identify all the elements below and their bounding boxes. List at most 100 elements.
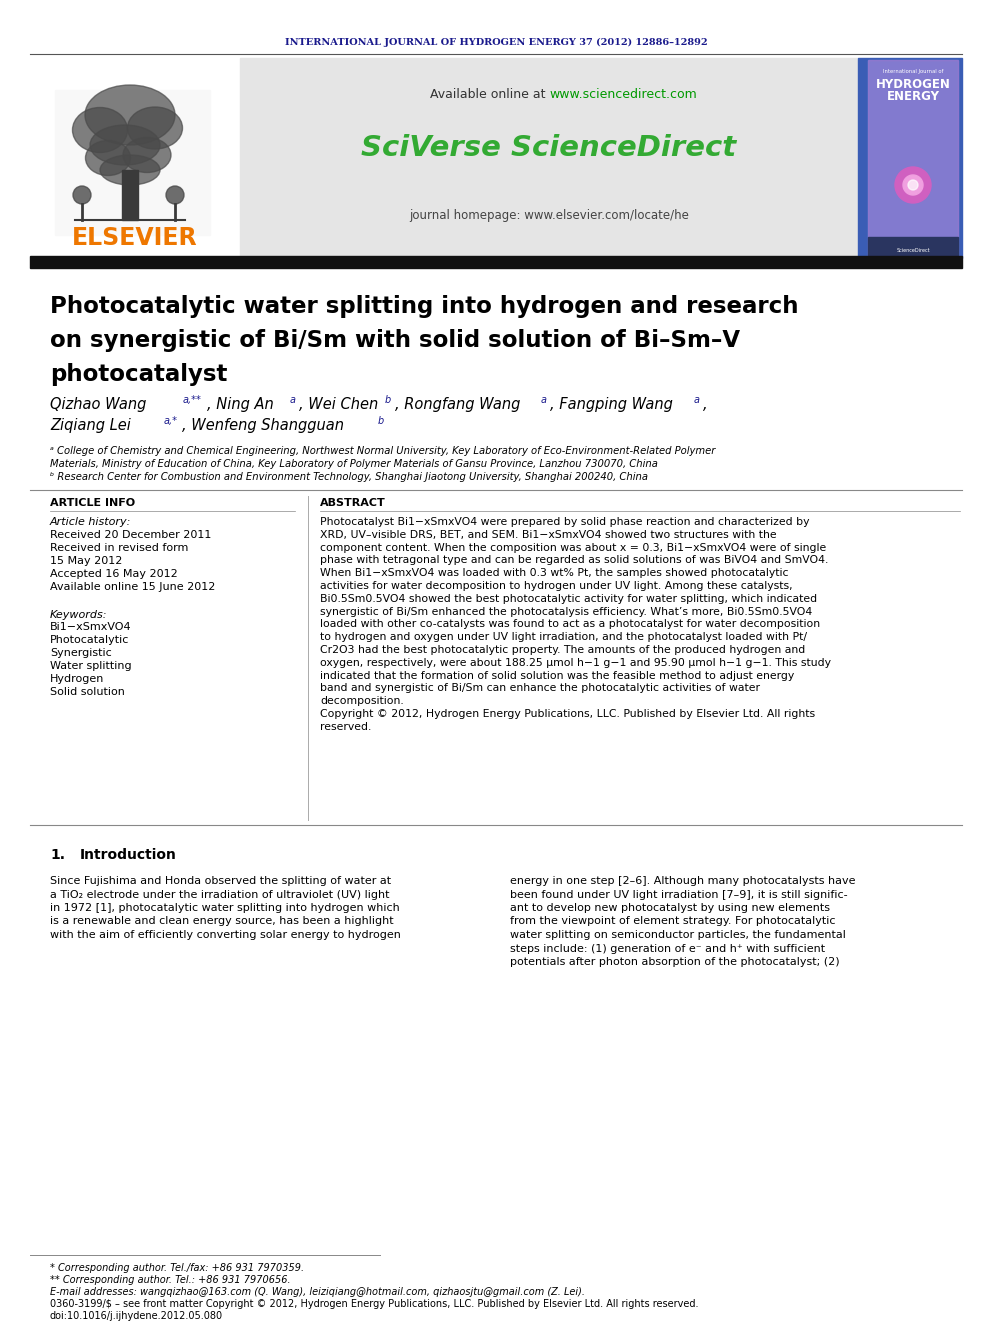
Text: a,**: a,** [183,396,202,405]
Text: Received 20 December 2011: Received 20 December 2011 [50,531,211,540]
Bar [30,255,962,269]
Text: , Fangping Wang: , Fangping Wang [550,397,673,411]
Text: a,*: a,* [164,415,178,426]
Ellipse shape [90,124,160,165]
Text: Bi0.5Sm0.5VO4 showed the best photocatalytic activity for water splitting, which: Bi0.5Sm0.5VO4 showed the best photocatal… [320,594,817,603]
Text: Received in revised form: Received in revised form [50,542,188,553]
Text: Water splitting: Water splitting [50,662,132,671]
Text: Cr2O3 had the best photocatalytic property. The amounts of the produced hydrogen: Cr2O3 had the best photocatalytic proper… [320,646,806,655]
Text: on synergistic of Bi/Sm with solid solution of Bi–Sm–V: on synergistic of Bi/Sm with solid solut… [50,329,740,352]
Text: 0360-3199/$ – see front matter Copyright © 2012, Hydrogen Energy Publications, L: 0360-3199/$ – see front matter Copyright… [50,1299,698,1308]
Text: a: a [290,396,296,405]
Text: ENERGY: ENERGY [887,90,939,103]
Text: XRD, UV–visible DRS, BET, and SEM. Bi1−xSmxVO4 showed two structures with the: XRD, UV–visible DRS, BET, and SEM. Bi1−x… [320,529,777,540]
Text: steps include: (1) generation of e⁻ and h⁺ with sufficient: steps include: (1) generation of e⁻ and … [510,943,825,954]
Text: Photocatalyst Bi1−xSmxVO4 were prepared by solid phase reaction and characterize: Photocatalyst Bi1−xSmxVO4 were prepared … [320,517,809,527]
Text: Photocatalytic water splitting into hydrogen and research: Photocatalytic water splitting into hydr… [50,295,799,318]
Text: oxygen, respectively, were about 188.25 μmol h−1 g−1 and 95.90 μmol h−1 g−1. Thi: oxygen, respectively, were about 188.25 … [320,658,831,668]
Bar [122,169,138,220]
Text: component content. When the composition was about x = 0.3, Bi1−xSmxVO4 were of s: component content. When the composition … [320,542,826,553]
Text: 1.: 1. [50,848,65,863]
Text: water splitting on semiconductor particles, the fundamental: water splitting on semiconductor particl… [510,930,846,941]
Bar [868,60,958,255]
Text: Materials, Ministry of Education of China, Key Laboratory of Polymer Materials o: Materials, Ministry of Education of Chin… [50,459,658,468]
Text: photocatalyst: photocatalyst [50,363,227,386]
Text: E-mail addresses: wangqizhao@163.com (Q. Wang), leiziqiang@hotmail.com, qizhaosj: E-mail addresses: wangqizhao@163.com (Q.… [50,1287,585,1297]
Text: Copyright © 2012, Hydrogen Energy Publications, LLC. Published by Elsevier Ltd. : Copyright © 2012, Hydrogen Energy Public… [320,709,815,718]
Text: in 1972 [1], photocatalytic water splitting into hydrogen which: in 1972 [1], photocatalytic water splitt… [50,904,400,913]
Text: Hydrogen: Hydrogen [50,673,104,684]
Text: Introduction: Introduction [80,848,177,863]
Text: b: b [385,396,391,405]
Ellipse shape [100,155,160,185]
Text: ABSTRACT: ABSTRACT [320,497,386,508]
Text: Available online at: Available online at [430,89,549,102]
Text: * Corresponding author. Tel./fax: +86 931 7970359.: * Corresponding author. Tel./fax: +86 93… [50,1263,305,1273]
Text: ᵇ Research Center for Combustion and Environment Technology, Shanghai Jiaotong U: ᵇ Research Center for Combustion and Env… [50,472,648,482]
Text: synergistic of Bi/Sm enhanced the photocatalysis efficiency. What’s more, Bi0.5S: synergistic of Bi/Sm enhanced the photoc… [320,607,812,617]
Circle shape [903,175,923,194]
Text: is a renewable and clean energy source, has been a highlight: is a renewable and clean energy source, … [50,917,394,926]
Ellipse shape [72,107,128,152]
Text: HYDROGEN: HYDROGEN [876,78,950,91]
Text: indicated that the formation of solid solution was the feasible method to adjust: indicated that the formation of solid so… [320,671,795,680]
Circle shape [895,167,931,202]
Ellipse shape [85,140,131,176]
Text: ant to develop new photocatalyst by using new elements: ant to develop new photocatalyst by usin… [510,904,830,913]
Text: Solid solution: Solid solution [50,687,125,697]
Text: ELSEVIER: ELSEVIER [72,226,197,250]
Text: to hydrogen and oxygen under UV light irradiation, and the photocatalyst loaded : to hydrogen and oxygen under UV light ir… [320,632,807,642]
Text: Keywords:: Keywords: [50,610,107,620]
Circle shape [908,180,918,191]
Text: band and synergistic of Bi/Sm can enhance the photocatalytic activities of water: band and synergistic of Bi/Sm can enhanc… [320,684,760,693]
Text: , Ning An: , Ning An [207,397,274,411]
Text: ScienceDirect: ScienceDirect [896,247,930,253]
Text: ᵃ College of Chemistry and Chemical Engineering, Northwest Normal University, Ke: ᵃ College of Chemistry and Chemical Engi… [50,446,715,456]
Text: 15 May 2012: 15 May 2012 [50,556,122,566]
Bar [868,237,958,257]
Text: potentials after photon absorption of the photocatalyst; (2): potentials after photon absorption of th… [510,957,839,967]
Text: b: b [378,415,384,426]
Text: phase with tetragonal type and can be regarded as solid solutions of was BiVO4 a: phase with tetragonal type and can be re… [320,556,828,565]
Ellipse shape [128,107,183,149]
Ellipse shape [85,85,175,146]
Text: with the aim of efficiently converting solar energy to hydrogen: with the aim of efficiently converting s… [50,930,401,941]
Text: a TiO₂ electrode under the irradiation of ultraviolet (UV) light: a TiO₂ electrode under the irradiation o… [50,889,390,900]
Text: Photocatalytic: Photocatalytic [50,635,129,646]
Text: journal homepage: www.elsevier.com/locate/he: journal homepage: www.elsevier.com/locat… [409,209,688,221]
Text: energy in one step [2–6]. Although many photocatalysts have: energy in one step [2–6]. Although many … [510,876,855,886]
Text: Since Fujishima and Honda observed the splitting of water at: Since Fujishima and Honda observed the s… [50,876,391,886]
Text: ** Corresponding author. Tel.: +86 931 7970656.: ** Corresponding author. Tel.: +86 931 7… [50,1275,291,1285]
Text: ARTICLE INFO: ARTICLE INFO [50,497,135,508]
Text: ,: , [703,397,707,411]
Text: SciVerse ScienceDirect: SciVerse ScienceDirect [361,134,737,161]
Text: decomposition.: decomposition. [320,696,404,706]
Text: Qizhao Wang: Qizhao Wang [50,397,147,411]
Text: www.sciencedirect.com: www.sciencedirect.com [549,89,696,102]
Text: Ziqiang Lei: Ziqiang Lei [50,418,131,433]
Text: Article history:: Article history: [50,517,131,527]
Text: , Wenfeng Shangguan: , Wenfeng Shangguan [182,418,344,433]
Bar [55,90,210,235]
Text: activities for water decomposition to hydrogen under UV light. Among these catal: activities for water decomposition to hy… [320,581,793,591]
Text: Synergistic: Synergistic [50,648,112,658]
Text: reserved.: reserved. [320,722,371,732]
Text: When Bi1−xSmxVO4 was loaded with 0.3 wt% Pt, the samples showed photocatalytic: When Bi1−xSmxVO4 was loaded with 0.3 wt%… [320,568,789,578]
Text: been found under UV light irradiation [7–9], it is still signific-: been found under UV light irradiation [7… [510,889,847,900]
Text: doi:10.1016/j.ijhydene.2012.05.080: doi:10.1016/j.ijhydene.2012.05.080 [50,1311,223,1320]
Text: , Wei Chen: , Wei Chen [299,397,378,411]
Ellipse shape [73,187,91,204]
Text: a: a [541,396,547,405]
Bar [858,58,962,258]
Text: Available online 15 June 2012: Available online 15 June 2012 [50,582,215,591]
Text: loaded with other co-catalysts was found to act as a photocatalyst for water dec: loaded with other co-catalysts was found… [320,619,820,630]
Bar [240,58,858,258]
Text: from the viewpoint of element strategy. For photocatalytic: from the viewpoint of element strategy. … [510,917,835,926]
Bar [868,60,958,255]
Ellipse shape [166,187,184,204]
Text: a: a [694,396,700,405]
Text: Bi1−xSmxVO4: Bi1−xSmxVO4 [50,622,132,632]
Text: , Rongfang Wang: , Rongfang Wang [395,397,521,411]
Ellipse shape [123,138,171,172]
Text: International Journal of: International Journal of [883,70,943,74]
